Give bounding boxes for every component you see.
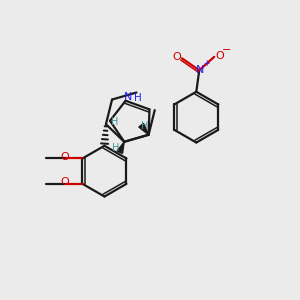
Polygon shape (117, 142, 124, 153)
Text: N: N (123, 92, 132, 102)
Text: −: − (222, 45, 231, 55)
Text: O: O (172, 52, 181, 62)
Text: H: H (134, 93, 141, 103)
Text: +: + (203, 59, 210, 68)
Text: H: H (112, 143, 119, 153)
Text: H: H (141, 122, 149, 131)
Text: O: O (61, 152, 70, 162)
Polygon shape (139, 123, 148, 135)
Text: N: N (196, 65, 204, 75)
Text: O: O (61, 177, 70, 187)
Text: H: H (111, 117, 118, 127)
Text: O: O (215, 51, 224, 61)
